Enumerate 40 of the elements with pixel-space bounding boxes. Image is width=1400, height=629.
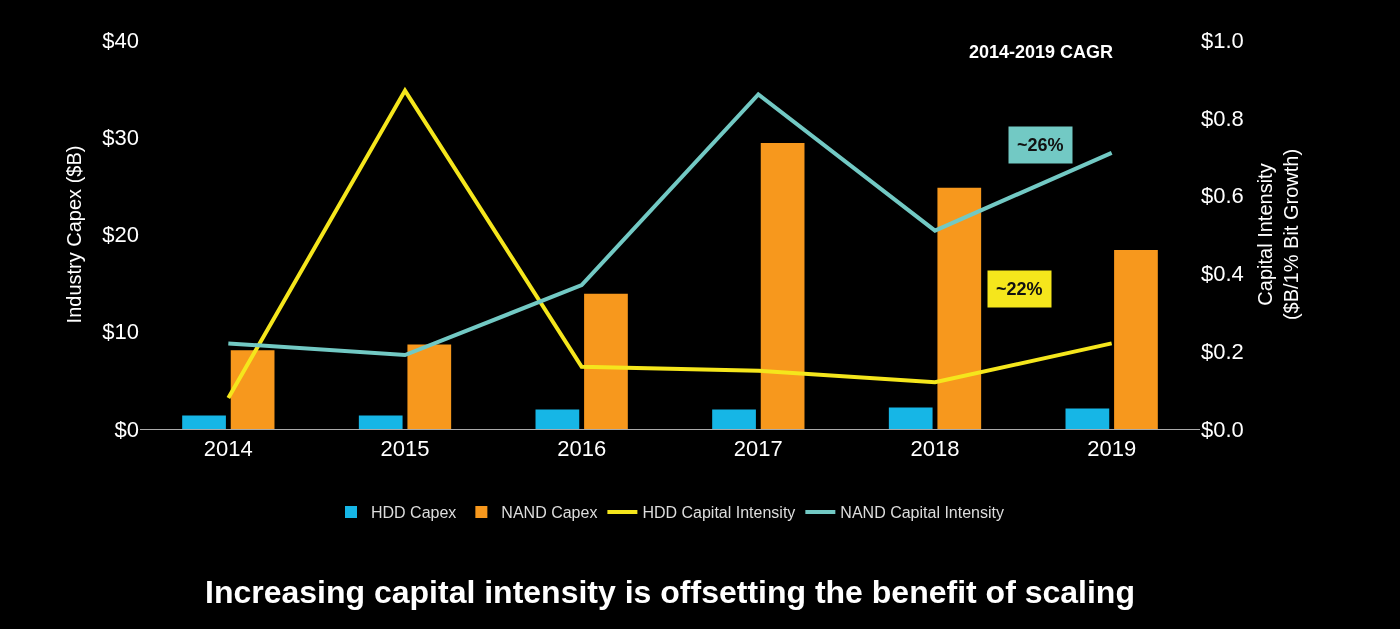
legend-label: HDD Capex [371, 504, 457, 522]
y2-tick-label: $0.0 [1201, 416, 1244, 442]
annotation: 2014-2019 CAGR [969, 42, 1114, 62]
annotation: ~26% [1017, 135, 1064, 155]
y2-tick-label: $0.2 [1201, 338, 1244, 364]
bar [1065, 408, 1110, 429]
y2-tick-label: $0.8 [1201, 105, 1244, 131]
bar [760, 143, 805, 429]
bar [937, 187, 982, 429]
bar [584, 293, 628, 429]
x-tick-label: 2015 [380, 436, 430, 462]
bar [182, 415, 226, 429]
text: Increasing capital intensity is offsetting the benefit of scaling [205, 574, 1135, 610]
y-tick-label: $30 [102, 124, 139, 150]
bar [407, 344, 452, 429]
x-tick-label: 2018 [910, 436, 960, 462]
bar [712, 409, 756, 429]
y-tick-label: $0 [114, 416, 139, 442]
y2-tick-label: $1.0 [1201, 27, 1244, 53]
bar [230, 350, 275, 429]
bar [535, 409, 580, 429]
line-series [226, 92, 1114, 358]
x-tick-label: 2019 [1087, 436, 1137, 462]
x-tick-label: 2017 [733, 436, 783, 462]
bar [358, 415, 403, 429]
y2-tick-label: $0.6 [1201, 183, 1244, 209]
y-tick-label: $40 [102, 27, 139, 53]
legend-label: NAND Capex [501, 504, 598, 522]
y2-axis-title: Capital Intensity ($B/1% Bit Growth) [1254, 148, 1303, 321]
y-axis-title: Industry Capex ($B) [62, 145, 85, 324]
legend-label: HDD Capital Intensity [642, 504, 796, 522]
x-tick-label: 2014 [203, 436, 253, 462]
x-tick-label: 2016 [557, 436, 607, 462]
bar [888, 407, 933, 429]
annotation: ~22% [996, 279, 1043, 299]
y2-tick-label: $0.4 [1201, 261, 1244, 287]
y-tick-label: $10 [102, 319, 139, 345]
bar [1114, 250, 1158, 429]
y-tick-label: $20 [102, 222, 139, 248]
legend-label: NAND Capital Intensity [840, 504, 1004, 522]
